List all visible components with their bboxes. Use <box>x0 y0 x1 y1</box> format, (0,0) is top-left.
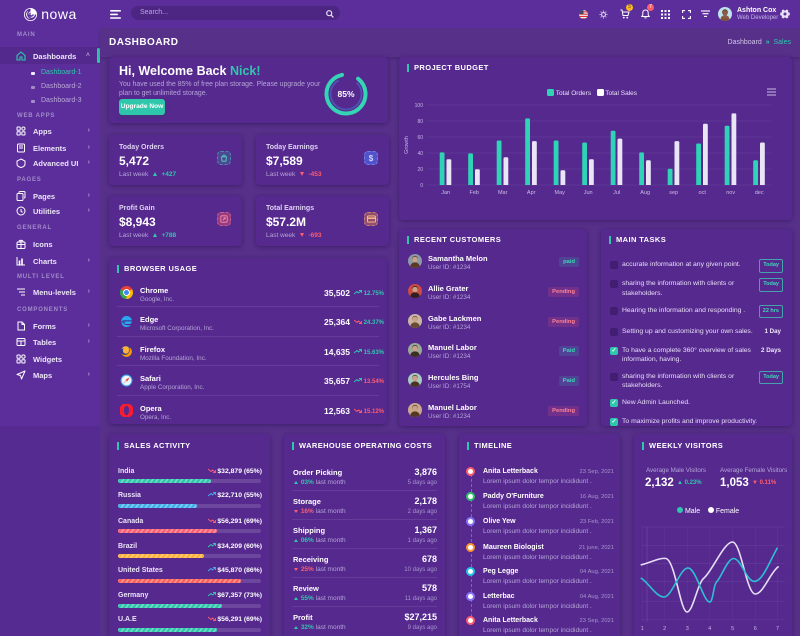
svg-text:80: 80 <box>417 119 423 125</box>
svg-text:3: 3 <box>686 626 689 632</box>
svg-text:Apr: Apr <box>527 190 536 196</box>
svg-text:60: 60 <box>417 135 423 141</box>
svg-text:40: 40 <box>417 151 423 157</box>
svg-text:5: 5 <box>731 626 734 632</box>
svg-text:Growth: Growth <box>404 136 410 154</box>
svg-text:1: 1 <box>641 626 644 632</box>
svg-text:100: 100 <box>415 103 424 109</box>
svg-text:Jan: Jan <box>441 190 450 196</box>
svg-text:oct: oct <box>699 190 707 196</box>
svg-text:sep: sep <box>669 190 678 196</box>
svg-text:nov: nov <box>726 190 735 196</box>
svg-text:Mar: Mar <box>498 190 508 196</box>
svg-text:0: 0 <box>420 183 423 189</box>
svg-text:6: 6 <box>754 626 757 632</box>
svg-text:4: 4 <box>708 626 711 632</box>
svg-text:May: May <box>555 190 566 196</box>
svg-text:20: 20 <box>417 167 423 173</box>
svg-text:dec: dec <box>755 190 764 196</box>
svg-text:Jun: Jun <box>584 190 593 196</box>
svg-text:2: 2 <box>663 626 666 632</box>
svg-text:7: 7 <box>776 626 779 632</box>
svg-text:Aug: Aug <box>640 190 650 196</box>
svg-text:Jul: Jul <box>613 190 620 196</box>
svg-text:Feb: Feb <box>469 190 478 196</box>
svg-text:85%: 85% <box>337 89 354 99</box>
